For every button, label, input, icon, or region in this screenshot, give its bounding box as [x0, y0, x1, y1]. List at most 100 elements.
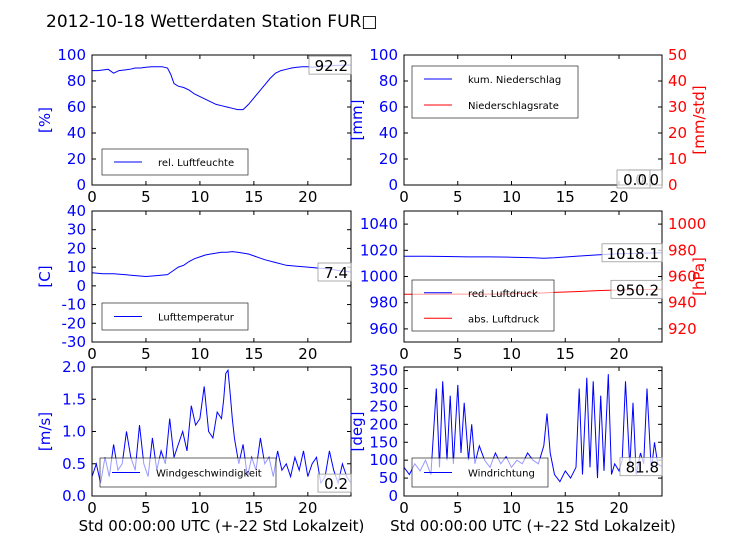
x-tick-label-windspeed-3: 15	[244, 499, 263, 517]
legend-winddir: Windrichtung	[411, 457, 549, 488]
series-line-windspeed-0	[91, 368, 352, 485]
series-line-winddir-0	[403, 374, 663, 483]
y-tick-label-pressure-3: 1020	[360, 241, 398, 259]
x-tick-label-pressure-3: 15	[556, 345, 575, 363]
y-axis-label-windspeed: [m/s]	[36, 412, 54, 451]
x-tick-label-humidity-4: 20	[298, 188, 317, 206]
x-tick-label-winddir-4: 20	[609, 499, 628, 517]
y-tick-label-humidity-4: 80	[67, 72, 86, 90]
y-axis-label-right-precip: [mm/std]	[690, 85, 708, 154]
x-tick-label-precip-4: 20	[609, 188, 628, 206]
x-tick-label-humidity-0: 0	[87, 188, 97, 206]
y-tick-label-precip-0: 0	[388, 176, 398, 194]
y-tick-label-winddir-3: 150	[369, 433, 398, 451]
x-axis-label-winddir: Std 00:00:00 UTC (+-22 Std Lokalzeit)	[390, 517, 676, 535]
legend-label-humidity-0: rel. Luftfeuchte	[158, 158, 234, 169]
y-tick-label-right-precip-3: 30	[668, 98, 687, 116]
x-tick-label-winddir-0: 0	[399, 499, 409, 517]
last-value-box-right-pressure	[610, 279, 663, 299]
last-value-label-humidity: 92.2	[315, 57, 348, 75]
last-value-box-pressure	[601, 243, 663, 263]
x-tick-label-pressure-2: 10	[502, 345, 521, 363]
legend-label-pressure-0: red. Luftdruck	[468, 289, 538, 300]
last-value-box-humidity	[308, 55, 352, 75]
y-tick-label-winddir-6: 300	[369, 380, 398, 398]
legend-box-pressure	[411, 279, 555, 332]
series-line-humidity-0	[92, 64, 351, 111]
y-tick-label-right-precip-2: 20	[668, 124, 687, 142]
last-value-label-right-precip: 0.0	[623, 171, 647, 189]
y-tick-label-windspeed-0: 0.0	[62, 487, 86, 505]
y-tick-label-winddir-2: 100	[369, 451, 398, 469]
x-tick-label-temperature-3: 15	[244, 345, 263, 363]
last-value-label-windspeed: 0.2	[324, 475, 348, 493]
legend-windspeed: Windgeschwindigkeit	[99, 457, 277, 488]
legend-humidity: rel. Luftfeuchte	[101, 148, 249, 176]
x-axis-label-windspeed: Std 00:00:00 UTC (+-22 Std Lokalzeit)	[79, 517, 365, 535]
x-tick-label-humidity-3: 15	[244, 188, 263, 206]
y-tick-label-temperature-1: -20	[62, 314, 87, 332]
axes-frame-precip	[403, 54, 663, 186]
y-axis-label-winddir: [deg]	[348, 412, 366, 452]
y-tick-label-temperature-3: 0	[76, 277, 86, 295]
last-value-label-temperature: 7.4	[324, 264, 348, 282]
y-tick-label-precip-4: 80	[379, 72, 398, 90]
y-tick-label-right-pressure-2: 960	[668, 268, 697, 286]
y-tick-label-right-pressure-3: 980	[668, 241, 697, 259]
last-value-label-winddir: 81.8	[626, 459, 659, 477]
y-tick-label-right-precip-0: 0	[668, 176, 678, 194]
legend-precip: kum. Niederschlag Niederschlagsrate	[411, 65, 579, 119]
y-tick-label-winddir-0: 0	[388, 487, 398, 505]
y-tick-label-temperature-0: -30	[62, 333, 87, 351]
x-tick-label-pressure-4: 20	[609, 345, 628, 363]
x-tick-label-winddir-2: 10	[502, 499, 521, 517]
y-tick-label-windspeed-1: 0.5	[62, 455, 86, 473]
axes-frame-winddir	[403, 366, 663, 497]
x-tick-label-precip-0: 0	[399, 188, 409, 206]
y-tick-label-right-precip-1: 10	[668, 150, 687, 168]
axes-frame-humidity	[91, 54, 352, 186]
y-tick-label-temperature-5: 20	[67, 239, 86, 257]
legend-temperature: Lufttemperatur	[101, 302, 249, 331]
last-value-label-pressure: 1018.1	[607, 245, 660, 263]
x-tick-label-humidity-2: 10	[190, 188, 209, 206]
legend-label-precip-0: kum. Niederschlag	[468, 75, 561, 86]
y-tick-label-precip-1: 20	[379, 150, 398, 168]
y-tick-label-right-pressure-4: 1000	[668, 215, 706, 233]
legend-label-precip-1: Niederschlagsrate	[468, 101, 559, 112]
x-tick-label-winddir-3: 15	[556, 499, 575, 517]
x-tick-label-windspeed-0: 0	[87, 499, 97, 517]
y-tick-label-humidity-3: 60	[67, 98, 86, 116]
y-tick-label-right-precip-5: 50	[668, 46, 687, 64]
chart-windspeed: 0 5 10 15 20 0.0 0.5 1.0 1.5 2.0 [m/s] Std 00:00:00…	[36, 358, 364, 535]
last-value-box-winddir	[619, 457, 663, 477]
x-tick-label-precip-1: 5	[453, 188, 463, 206]
y-tick-label-temperature-6: 30	[67, 221, 86, 239]
y-axis-label-humidity: [%]	[36, 107, 54, 133]
y-tick-label-humidity-5: 100	[57, 46, 86, 64]
y-tick-label-temperature-4: 10	[67, 258, 86, 276]
y-tick-label-pressure-1: 980	[369, 294, 398, 312]
series-line-temperature-0	[91, 251, 352, 278]
x-tick-label-winddir-1: 5	[453, 499, 463, 517]
chart-pressure: 0 5 10 15 20 960 980 1000 1020 1040 920 940 960 980 10…	[360, 210, 708, 363]
legend-pressure: red. Luftdruck abs. Luftdruck	[411, 279, 555, 332]
y-tick-label-temperature-2: -10	[62, 296, 87, 314]
y-tick-label-windspeed-2: 1.0	[62, 423, 86, 441]
y-tick-label-winddir-1: 50	[379, 469, 398, 487]
y-tick-label-pressure-0: 960	[369, 320, 398, 338]
y-tick-label-winddir-7: 350	[369, 362, 398, 380]
last-value-label-right-pressure: 950.2	[616, 281, 659, 299]
last-value-box-right-precip	[616, 169, 651, 189]
y-tick-label-windspeed-3: 1.5	[62, 390, 86, 408]
y-tick-label-humidity-1: 20	[67, 150, 86, 168]
y-tick-label-winddir-4: 200	[369, 415, 398, 433]
y-tick-label-winddir-5: 250	[369, 397, 398, 415]
x-tick-label-pressure-0: 0	[399, 345, 409, 363]
y-tick-label-humidity-0: 0	[76, 176, 86, 194]
x-tick-label-windspeed-2: 10	[190, 499, 209, 517]
y-tick-label-right-pressure-0: 920	[668, 320, 697, 338]
